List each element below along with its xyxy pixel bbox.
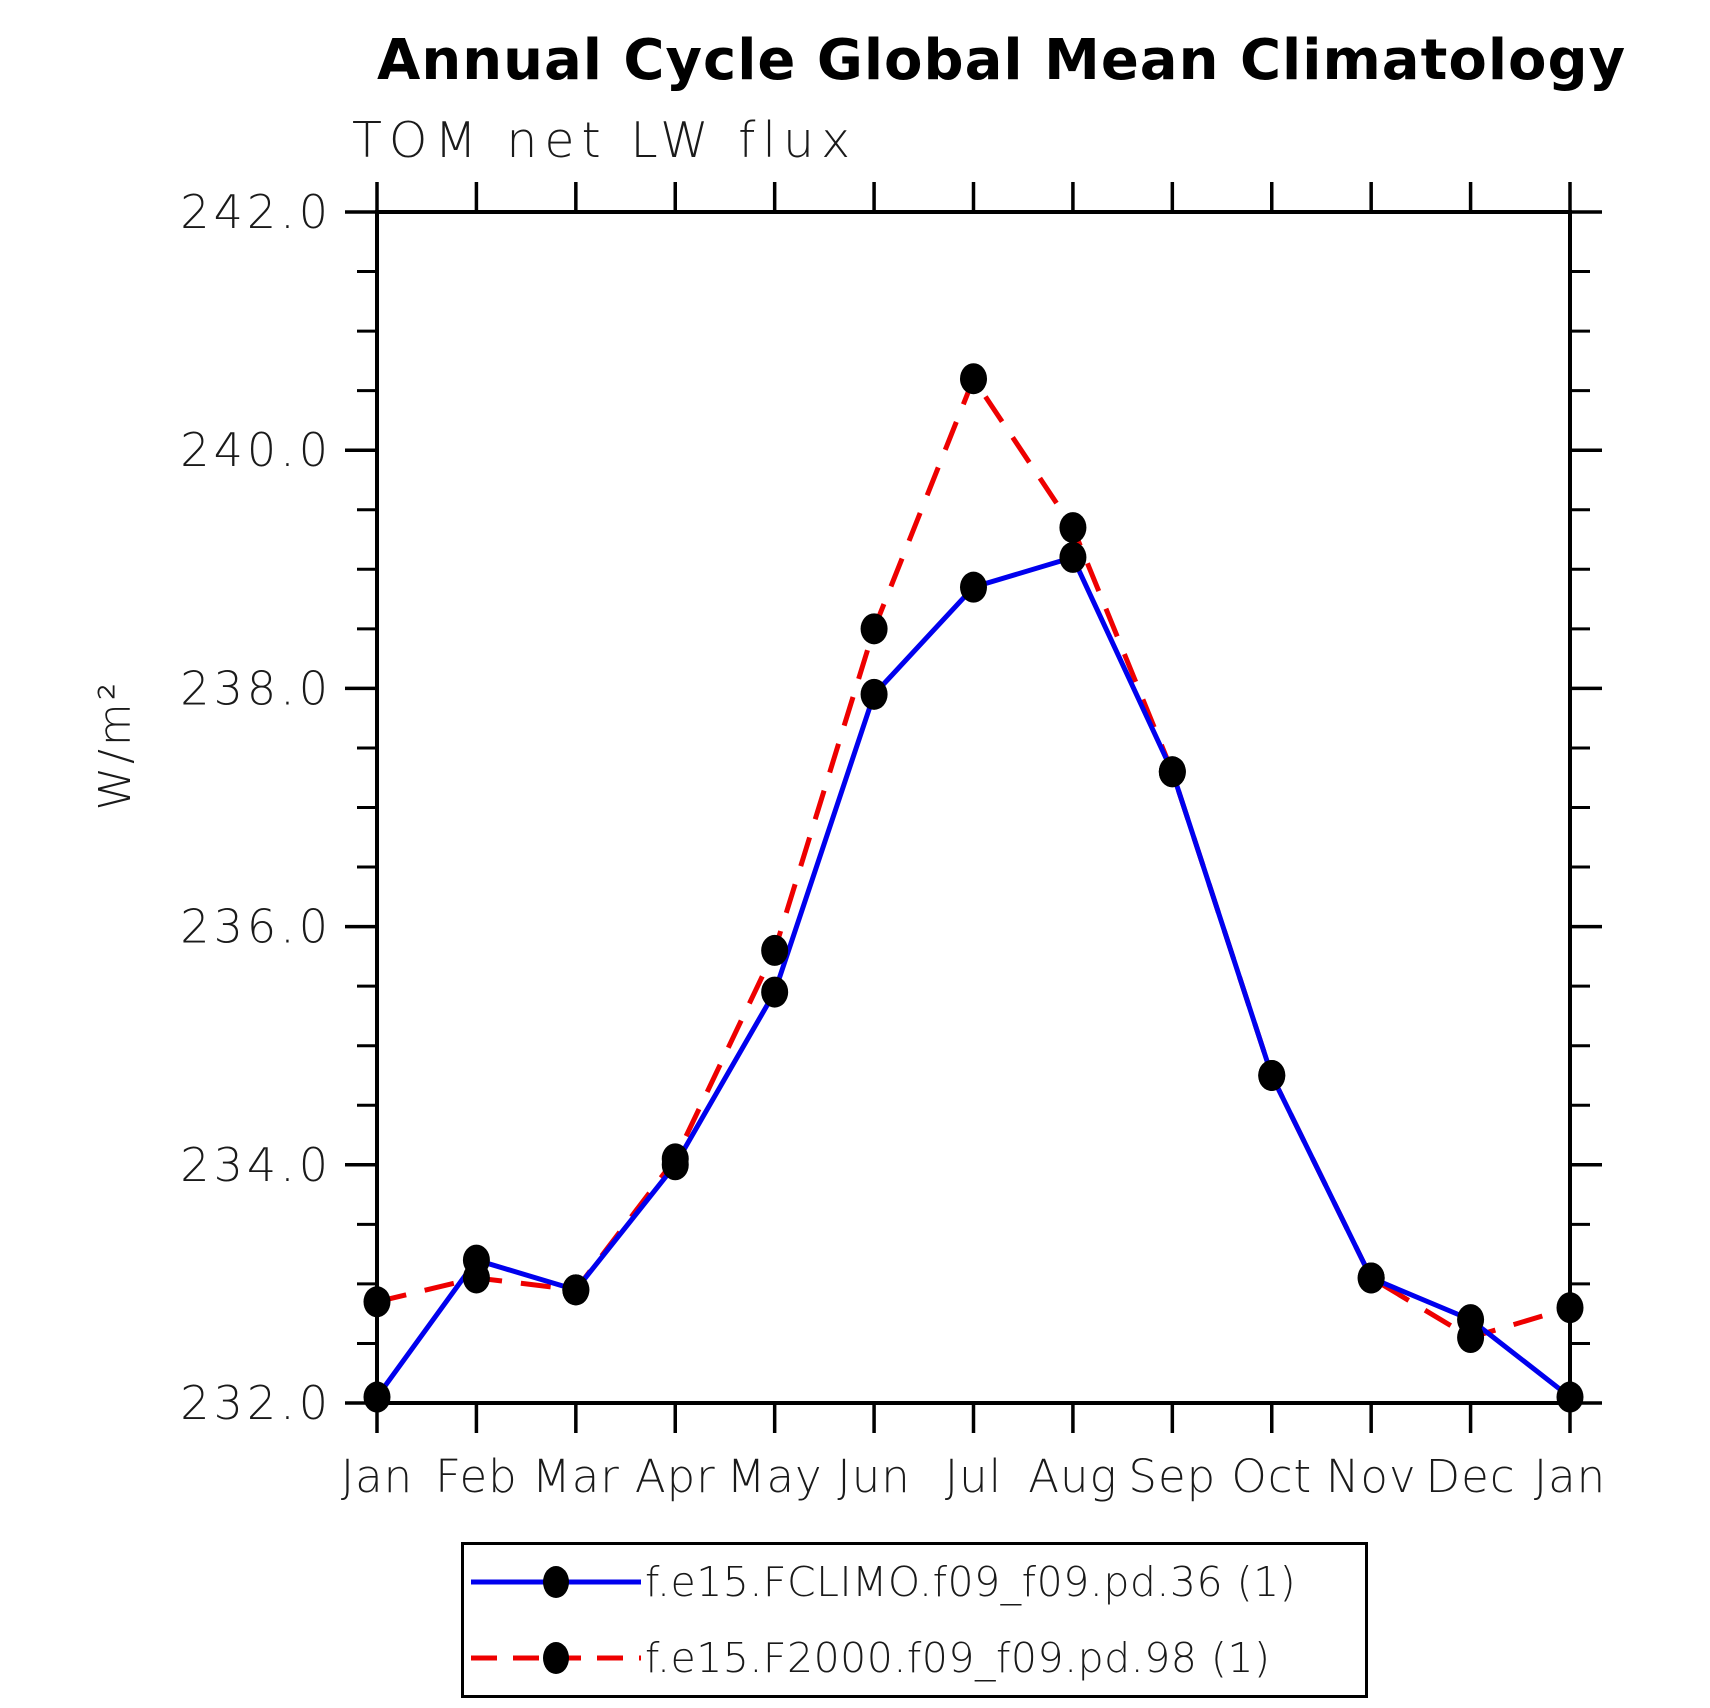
x-tick-label-mar-2: Mar [532,1450,620,1503]
x-tick-label-jan-12: Jan [1534,1450,1606,1503]
x-tick-label-may-4: May [727,1450,823,1503]
y-tick-label-238.0: 238.0 [180,661,332,715]
data-point-s0-dec-11 [1457,1304,1485,1336]
y-tick-label-236.0: 236.0 [180,900,332,954]
x-tick-label-jan-0: Jan [341,1450,413,1503]
legend-item-f2000: f.e15.F2000.f09_f09.pd.98 (1) [464,1627,1365,1689]
x-tick-label-nov-10: Nov [1326,1450,1417,1503]
series-line-1 [376,376,1571,1340]
x-tick-label-jun-5: Jun [837,1450,910,1503]
legend-sample-line-solid-icon [471,1566,641,1598]
data-point-s1-jul-6 [960,363,987,395]
y-tick-label-242.0: 242.0 [180,185,332,239]
data-point-s1-jan-0 [363,1286,391,1318]
data-point-s1-jan-12 [1556,1292,1584,1324]
data-point-s0-apr-3 [661,1149,689,1181]
x-tick-label-aug-7: Aug [1028,1450,1117,1503]
data-point-s1-may-4 [761,934,789,966]
legend-box: f.e15.FCLIMO.f09_f09.pd.36 (1) f.e15.F20… [461,1542,1368,1698]
legend-item-fclimo: f.e15.FCLIMO.f09_f09.pd.36 (1) [464,1551,1365,1613]
legend-label-fclimo: f.e15.FCLIMO.f09_f09.pd.36 (1) [645,1558,1297,1606]
y-tick-label-240.0: 240.0 [180,423,332,477]
legend-sample-line-dashed-icon [471,1642,641,1674]
x-tick-label-oct-9: Oct [1231,1450,1312,1503]
data-point-s0-nov-10 [1357,1262,1385,1294]
legend-label-f2000: f.e15.F2000.f09_f09.pd.98 (1) [645,1634,1271,1682]
chart-title: Annual Cycle Global Mean Climatology [377,28,1627,93]
series-line-0 [374,554,1572,1400]
data-point-s0-may-4 [761,976,789,1008]
x-tick-label-sep-8: Sep [1128,1450,1216,1503]
x-tick-label-apr-3: Apr [635,1450,716,1503]
data-point-s0-feb-1 [462,1244,490,1276]
y-tick-label-232.0: 232.0 [180,1376,332,1430]
data-point-s0-jun-5 [860,678,888,710]
x-tick-label-jul-6: Jul [945,1450,1002,1503]
chart-subtitle: TOM net LW flux [352,112,858,169]
data-point-s0-jan-12 [1556,1381,1584,1413]
y-tick-label-234.0: 234.0 [180,1138,332,1192]
data-point-s0-sep-8 [1158,756,1186,788]
data-point-s0-jan-0 [363,1381,391,1413]
data-point-s1-jun-5 [860,613,888,645]
x-tick-label-dec-11: Dec [1426,1450,1516,1503]
data-point-s1-aug-7 [1059,512,1087,544]
data-point-s0-oct-9 [1258,1059,1286,1091]
data-point-s0-aug-7 [1059,541,1087,573]
data-point-s0-mar-2 [562,1274,590,1306]
x-tick-label-feb-1: Feb [435,1450,518,1503]
data-point-s0-jul-6 [960,571,987,603]
